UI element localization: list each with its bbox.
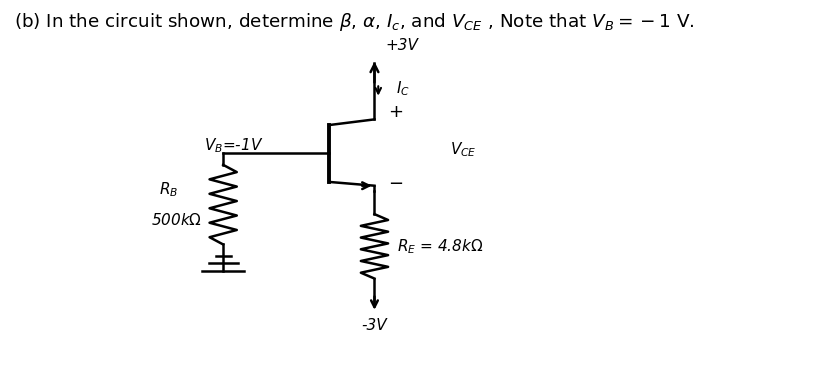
- Text: 500k$\Omega$: 500k$\Omega$: [151, 212, 202, 228]
- Text: $R_B$: $R_B$: [159, 180, 178, 199]
- Text: $V_{CE}$: $V_{CE}$: [450, 140, 477, 159]
- Text: -3V: -3V: [361, 318, 388, 334]
- Text: $I_C$: $I_C$: [396, 80, 410, 99]
- Text: (b) In the circuit shown, determine $\beta$, $\alpha$, $I_c$, and $V_{CE}$ , Not: (b) In the circuit shown, determine $\be…: [14, 11, 694, 33]
- Text: $V_B$=-1V: $V_B$=-1V: [204, 136, 264, 155]
- Text: $R_E$ = 4.8k$\Omega$: $R_E$ = 4.8k$\Omega$: [397, 237, 483, 256]
- Text: +: +: [388, 103, 403, 121]
- Text: +3V: +3V: [386, 38, 419, 53]
- Text: −: −: [388, 175, 403, 193]
